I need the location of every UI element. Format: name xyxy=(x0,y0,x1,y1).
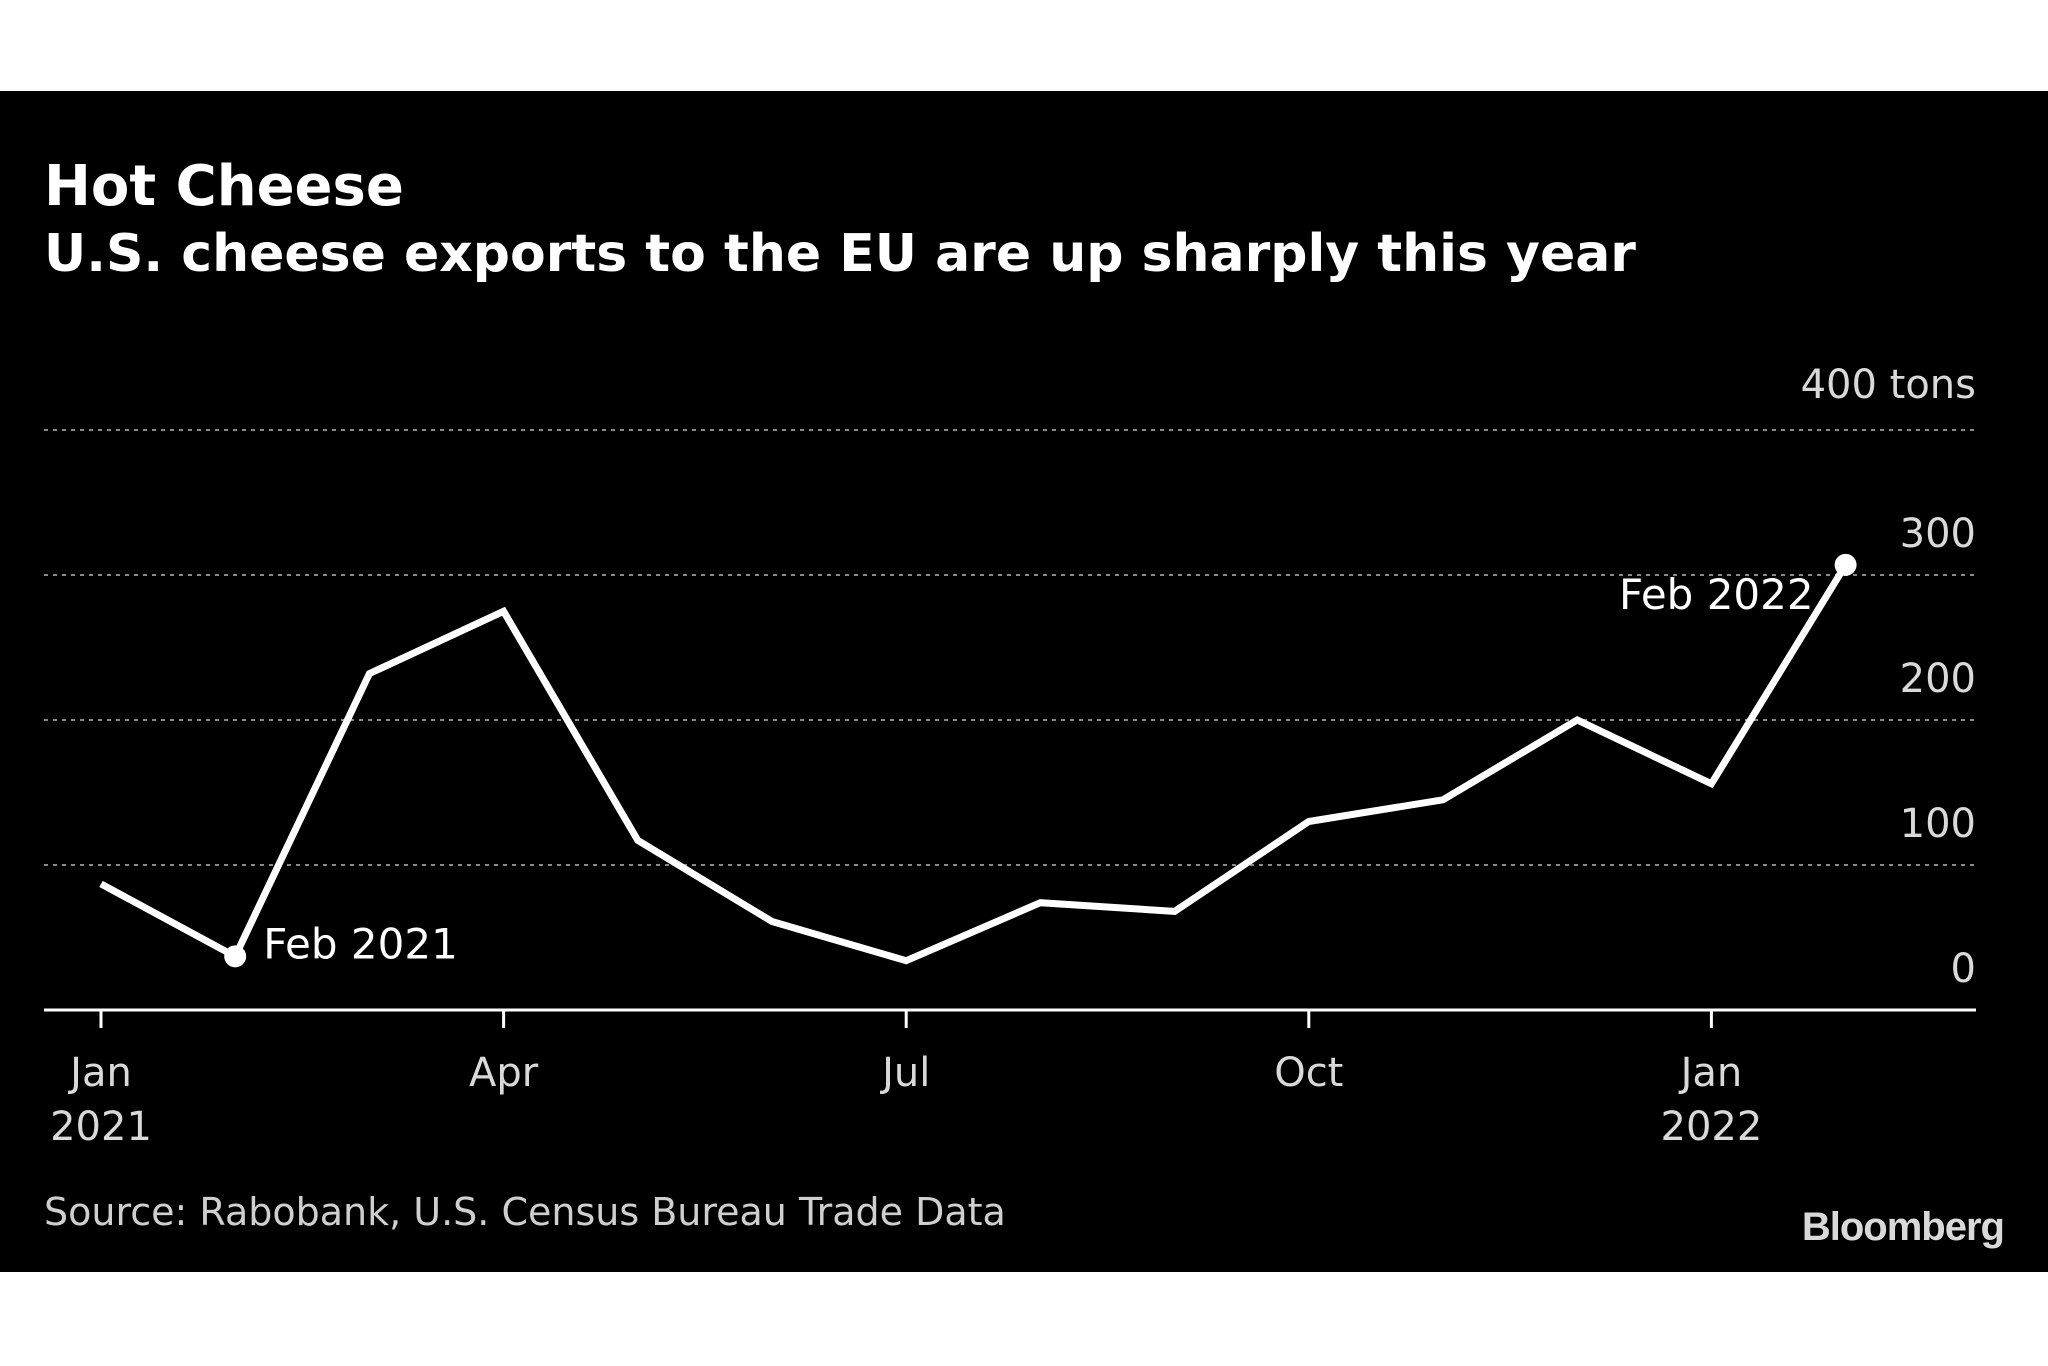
series-lines xyxy=(99,563,1849,965)
gridlines xyxy=(44,429,1976,866)
chart-panel xyxy=(0,91,2048,1272)
series-line xyxy=(99,563,1849,965)
x-tick-label: Jan xyxy=(67,1050,132,1096)
bloomberg-logo: Bloomberg xyxy=(1801,1205,2005,1249)
annotation-point xyxy=(1834,553,1857,576)
y-tick-label: 400 tons xyxy=(1801,362,1976,408)
y-axis-labels: 0 100 200 300 400 tons xyxy=(1801,362,1976,992)
y-tick-label: 0 xyxy=(1951,946,1976,992)
annotation-label: Feb 2022 xyxy=(1619,570,1814,619)
annotation-points: Feb 2021 Feb 2022 xyxy=(224,553,1857,968)
x-tick-label: Oct xyxy=(1274,1050,1343,1096)
x-tick-label: Apr xyxy=(469,1050,539,1096)
y-tick-label: 200 xyxy=(1900,656,1976,702)
chart-subtitle: U.S. cheese exports to the EU are up sha… xyxy=(44,224,1636,284)
x-tick-sublabel: 2022 xyxy=(1661,1104,1763,1150)
annotation-point xyxy=(224,945,247,968)
x-tick-sublabel: 2021 xyxy=(50,1104,152,1150)
y-tick-label: 300 xyxy=(1900,511,1976,557)
x-tick-label: Jul xyxy=(879,1050,930,1096)
y-tick-label: 100 xyxy=(1900,801,1976,847)
x-tick-label: Jan xyxy=(1678,1050,1743,1096)
chart-title: Hot Cheese xyxy=(44,154,404,219)
source-note: Source: Rabobank, U.S. Census Bureau Tra… xyxy=(44,1190,1006,1234)
x-axis: Jan 2021 Apr Jul Oct Jan 2022 xyxy=(44,1008,1976,1150)
annotation-label: Feb 2021 xyxy=(263,919,458,968)
